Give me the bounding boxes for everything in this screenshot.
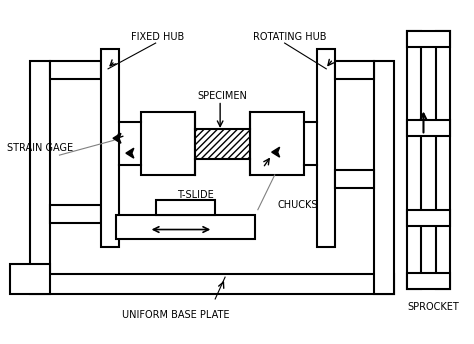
Polygon shape [126, 148, 134, 158]
Bar [30, 61, 49, 289]
Bar [407, 31, 420, 289]
Text: STRAIN GAGE: STRAIN GAGE [7, 143, 73, 153]
Bar [318, 49, 335, 247]
Bar [407, 273, 450, 289]
Bar [250, 112, 304, 175]
Bar [407, 210, 450, 226]
Bar [49, 205, 101, 223]
Bar [141, 112, 195, 175]
Text: UNIFORM BASE PLATE: UNIFORM BASE PLATE [122, 310, 229, 320]
Bar [374, 61, 394, 294]
Text: CHUCKS: CHUCKS [278, 200, 318, 210]
Bar [195, 129, 250, 159]
Bar [49, 61, 101, 79]
Bar [10, 264, 49, 294]
Bar [101, 49, 119, 247]
Polygon shape [272, 147, 280, 157]
Bar [30, 274, 394, 294]
Text: SPROCKET: SPROCKET [408, 302, 459, 312]
Text: FIXED HUB: FIXED HUB [131, 32, 184, 42]
Bar [437, 31, 450, 289]
Text: SPECIMEN: SPECIMEN [197, 90, 247, 101]
Text: T-SLIDE: T-SLIDE [177, 190, 214, 200]
Bar [116, 215, 255, 239]
Bar [155, 200, 215, 215]
Bar [335, 170, 374, 188]
Bar [407, 120, 450, 136]
Bar [407, 31, 450, 47]
Text: ROTATING HUB: ROTATING HUB [253, 32, 326, 42]
Polygon shape [113, 133, 121, 143]
Bar [335, 61, 374, 79]
